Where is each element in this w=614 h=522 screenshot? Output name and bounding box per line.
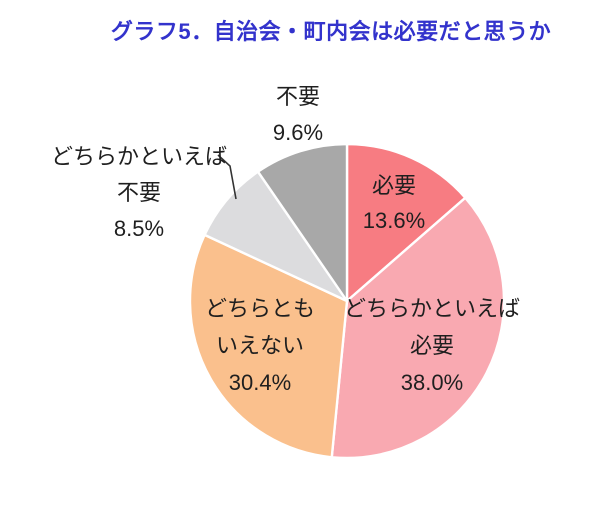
slice-label-value: 13.6% — [362, 208, 426, 233]
slice-label-somewhat-necessary: どちらかといえば 必要 38.0% — [344, 290, 520, 401]
slice-label-line: 必要 — [409, 333, 455, 358]
slice-label-necessary: 必要 13.6% — [363, 168, 425, 238]
pie-slice-0 — [345, 142, 467, 303]
slice-label-value: 9.6% — [272, 120, 324, 145]
slice-label-neither: どちらとも いえない 30.4% — [205, 290, 315, 401]
slice-label-line: どちらかといえば — [50, 144, 228, 169]
slice-label-unnecessary: 不要 9.6% — [273, 79, 323, 151]
slice-label-line: どちらとも — [204, 296, 316, 321]
slice-label-line: 不要 — [116, 180, 162, 205]
slice-label-value: 30.4% — [228, 370, 292, 395]
pie-slice-1 — [330, 196, 506, 460]
slice-label-somewhat-unnecessary: どちらかといえば 不要 8.5% — [51, 139, 227, 247]
chart-title: グラフ5．自治会・町内会は必要だと思うか — [110, 19, 552, 44]
pie-slice-4 — [256, 142, 349, 303]
pie-slice-2 — [188, 233, 349, 459]
pie-slice-3 — [203, 170, 349, 303]
leader-line — [217, 154, 237, 200]
slice-label-line: どちらかといえば — [343, 296, 521, 321]
slice-label-line: 必要 — [371, 173, 417, 198]
slice-label-line: いえない — [215, 333, 305, 358]
slice-label-line: 不要 — [275, 84, 320, 109]
slice-label-value: 38.0% — [400, 370, 464, 395]
pie-slices-group — [188, 142, 506, 460]
slice-label-value: 8.5% — [113, 216, 165, 241]
